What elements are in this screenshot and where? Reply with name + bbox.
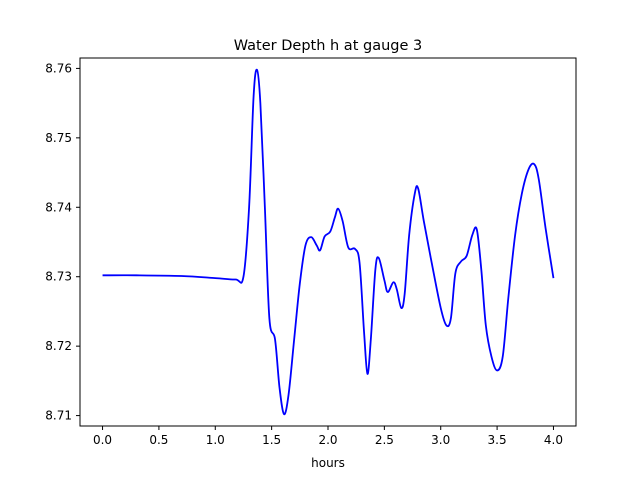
x-tick-label: 0.0 — [93, 433, 112, 447]
chart-title: Water Depth h at gauge 3 — [234, 38, 422, 54]
y-tick-label: 8.72 — [45, 339, 72, 353]
x-tick-label: 3.0 — [431, 433, 450, 447]
plot-area: 0.0 0.5 1.0 1.5 2.0 2.5 3.0 3.5 4.0 8.71 8.72 8.73 8… — [45, 57, 577, 447]
y-tick-label: 8.76 — [45, 61, 72, 75]
x-axis-label: hours — [311, 456, 345, 470]
x-tick-label: 1.5 — [262, 433, 281, 447]
x-tick-label: 4.0 — [544, 433, 563, 447]
x-tick-label: 1.0 — [206, 433, 225, 447]
y-tick-label: 8.75 — [45, 131, 72, 145]
x-tick-label: 2.5 — [375, 433, 394, 447]
x-tick-label: 0.5 — [149, 433, 168, 447]
y-tick-label: 8.71 — [45, 409, 72, 423]
x-tick-label: 3.5 — [488, 433, 507, 447]
x-tick-label: 2.0 — [318, 433, 337, 447]
series-line-0 — [102, 68, 555, 416]
y-tick-label: 8.74 — [45, 200, 72, 214]
y-tick-label: 8.73 — [45, 270, 72, 284]
